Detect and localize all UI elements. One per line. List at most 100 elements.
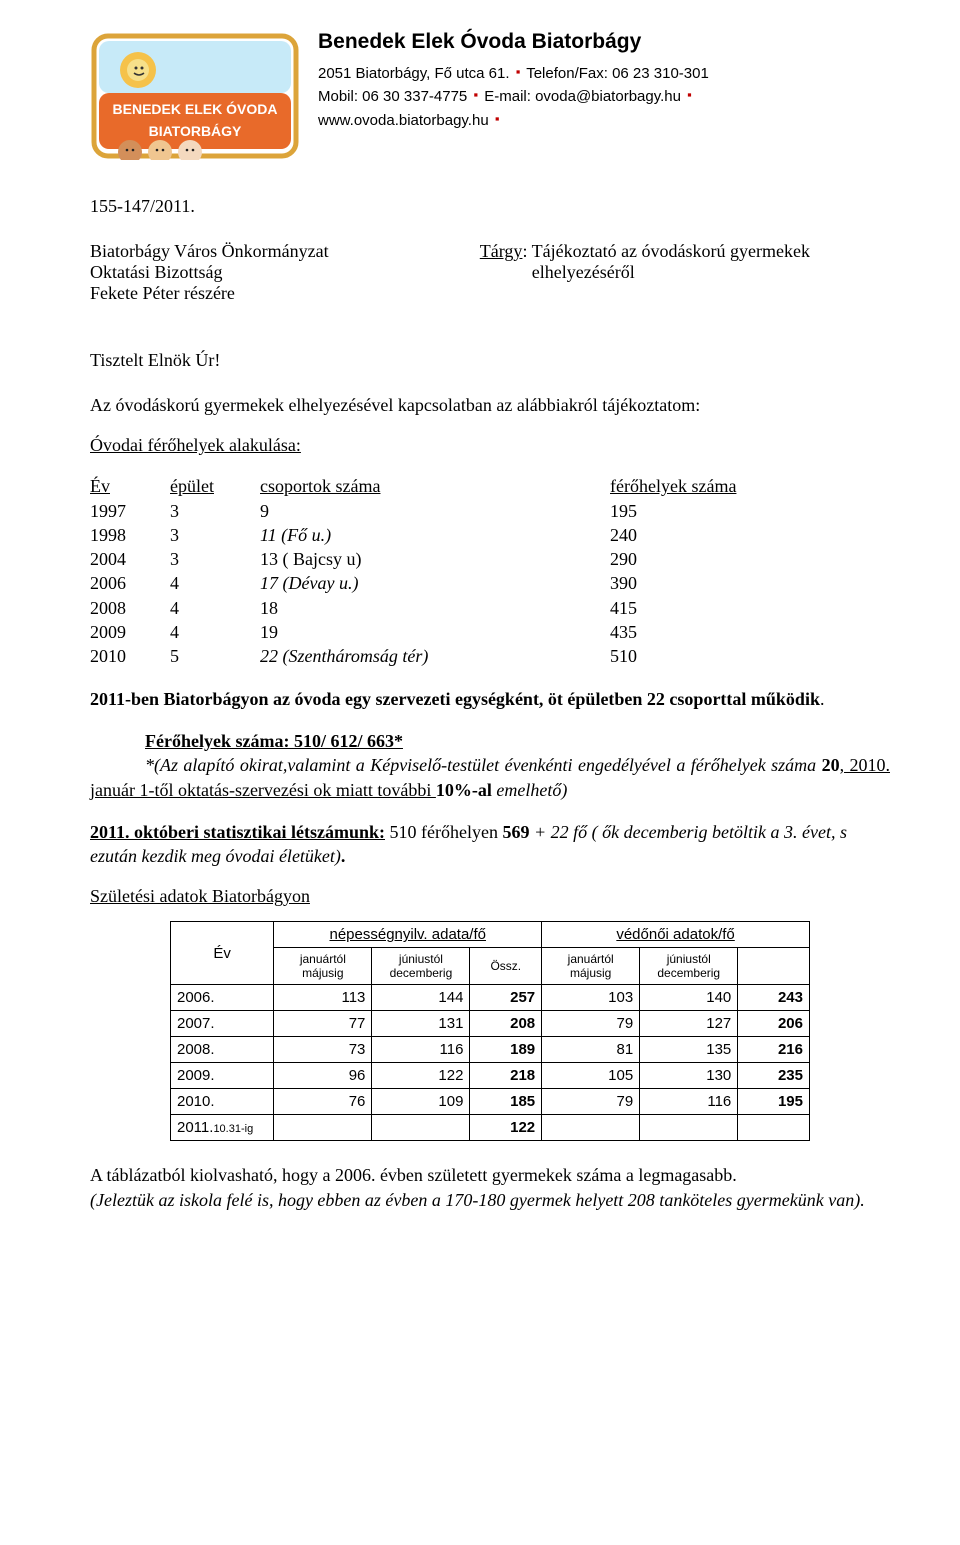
births-sub-total: Össz. [470, 948, 542, 985]
births-cell: 243 [738, 985, 810, 1011]
births-cell: 79 [542, 1011, 640, 1037]
org-web: www.ovoda.biatorbagy.hu [318, 112, 489, 129]
intro-paragraph: Az óvodáskorú gyermekek elhelyezésével k… [90, 393, 890, 417]
cap-val: 510 [610, 644, 890, 668]
addressee-line: Biatorbágy Város Önkormányzat [90, 241, 329, 262]
closing-paragraph: (Jeleztük az iskola felé is, hogy ebben … [90, 1188, 890, 1212]
logo-svg: BENEDEK ELEK ÓVODA BIATORBÁGY [90, 30, 300, 160]
org-name: Benedek Elek Óvoda Biatorbágy [318, 30, 709, 54]
births-cell [372, 1115, 470, 1141]
capacity-row: 2008418415 [90, 596, 890, 620]
subject-line: elhelyezéséről [480, 262, 810, 283]
body-paragraph: 2011-ben Biatorbágyon az óvoda egy szerv… [90, 687, 890, 711]
body-text: 10%-al [436, 780, 492, 800]
births-cell: 140 [640, 985, 738, 1011]
separator-dot-icon: ▪ [495, 109, 500, 129]
births-cell: 189 [470, 1037, 542, 1063]
cap-year: 1998 [90, 523, 170, 547]
reference-number: 155-147/2011. [90, 196, 890, 217]
births-col-population: népességnyilv. adata/fő [274, 922, 542, 948]
births-cell: 135 [640, 1037, 738, 1063]
cap-bld: 3 [170, 499, 260, 523]
document-page: BENEDEK ELEK ÓVODA BIATORBÁGY Benedek El… [0, 0, 960, 1270]
capacity-row: 199739195 [90, 499, 890, 523]
letterhead: BENEDEK ELEK ÓVODA BIATORBÁGY Benedek El… [90, 30, 890, 160]
cap-val: 290 [610, 547, 890, 571]
births-table-wrap: Év népességnyilv. adata/fő védőnői adato… [170, 921, 810, 1141]
svg-text:BIATORBÁGY: BIATORBÁGY [149, 123, 242, 139]
capacity-heading: Óvodai férőhelyek alakulása: [90, 435, 890, 456]
closing-paragraph: A táblázatból kiolvasható, hogy a 2006. … [90, 1163, 890, 1187]
births-cell [274, 1115, 372, 1141]
births-cell: 131 [372, 1011, 470, 1037]
separator-dot-icon: ▪ [516, 62, 521, 82]
cap-grp: 22 (Szentháromság tér) [260, 644, 610, 668]
addressee-line: Oktatási Bizottság [90, 262, 329, 283]
capacity-col-capacity: férőhelyek száma [610, 474, 890, 498]
births-cell: 257 [470, 985, 542, 1011]
births-row: 2007.7713120879127206 [171, 1011, 810, 1037]
births-col-nurse: védőnői adatok/fő [542, 922, 810, 948]
cap-grp: 11 (Fő u.) [260, 523, 610, 547]
births-cell: 109 [372, 1089, 470, 1115]
capacity-col-year: Év [90, 474, 170, 498]
births-cell [640, 1115, 738, 1141]
body-paragraph: Férőhelyek száma: 510/ 612/ 663* [90, 729, 890, 753]
cap-bld: 3 [170, 547, 260, 571]
capacity-row: 2006417 (Dévay u.)390 [90, 571, 890, 595]
cap-bld: 4 [170, 571, 260, 595]
births-cell: 96 [274, 1063, 372, 1089]
births-cell: 103 [542, 985, 640, 1011]
births-cell: 116 [372, 1037, 470, 1063]
cap-grp: 19 [260, 620, 610, 644]
cap-year: 2004 [90, 547, 170, 571]
births-sub-jundec: júniustól decemberig [640, 948, 738, 985]
cap-year: 2010 [90, 644, 170, 668]
cap-grp: 18 [260, 596, 610, 620]
births-heading: Születési adatok Biatorbágyon [90, 886, 890, 907]
org-address: 2051 Biatorbágy, Fő utca 61. [318, 65, 510, 82]
capacity-row: 2010522 (Szentháromság tér)510 [90, 644, 890, 668]
cap-val: 390 [610, 571, 890, 595]
births-cell [542, 1115, 640, 1141]
body-text: emelhető) [492, 780, 567, 800]
births-sub-jundec: júniustól decemberig [372, 948, 470, 985]
capacity-header-row: Év épület csoportok száma férőhelyek szá… [90, 474, 890, 498]
body-text: 569 [502, 822, 534, 842]
cap-bld: 5 [170, 644, 260, 668]
body-text: . [341, 846, 346, 866]
org-logo: BENEDEK ELEK ÓVODA BIATORBÁGY [90, 30, 300, 160]
births-year-sub: 10.31-ig [213, 1123, 253, 1135]
births-year-main: 2011. [177, 1119, 213, 1136]
births-cell: 81 [542, 1037, 640, 1063]
org-phone: Telefon/Fax: 06 23 310-301 [526, 65, 709, 82]
body-paragraph: *(Az alapító okirat,valamint a Képviselő… [90, 753, 890, 802]
births-row: 2008.7311618981135216 [171, 1037, 810, 1063]
cap-val: 195 [610, 499, 890, 523]
cap-year: 2009 [90, 620, 170, 644]
cap-bld: 3 [170, 523, 260, 547]
births-cell: 144 [372, 985, 470, 1011]
body-text: 2011-ben Biatorbágyon az óvoda egy szerv… [90, 689, 820, 709]
org-email: E-mail: ovoda@biatorbagy.hu [484, 88, 681, 105]
subject-block: Tárgy: Tájékoztató az óvodáskorú gyermek… [480, 241, 890, 304]
births-cell: 218 [470, 1063, 542, 1089]
cap-grp: 13 ( Bajcsy u) [260, 547, 610, 571]
capacity-row: 2009419435 [90, 620, 890, 644]
births-year: 2010. [171, 1089, 274, 1115]
salutation: Tisztelt Elnök Úr! [90, 350, 890, 371]
cap-val: 435 [610, 620, 890, 644]
births-year: 2006. [171, 985, 274, 1011]
capacity-col-groups: csoportok száma [260, 474, 610, 498]
births-cell [738, 1115, 810, 1141]
births-sub-janmay: januártól májusig [542, 948, 640, 985]
letterhead-text: Benedek Elek Óvoda Biatorbágy 2051 Biato… [318, 30, 709, 132]
org-contact: 2051 Biatorbágy, Fő utca 61. ▪ Telefon/F… [318, 62, 709, 132]
births-sub-total [738, 948, 810, 985]
capacity-col-building: épület [170, 474, 260, 498]
births-cell: 116 [640, 1089, 738, 1115]
births-year: 2007. [171, 1011, 274, 1037]
separator-dot-icon: ▪ [473, 85, 478, 105]
births-cell: 127 [640, 1011, 738, 1037]
addressee-subject-row: Biatorbágy Város Önkormányzat Oktatási B… [90, 241, 890, 304]
